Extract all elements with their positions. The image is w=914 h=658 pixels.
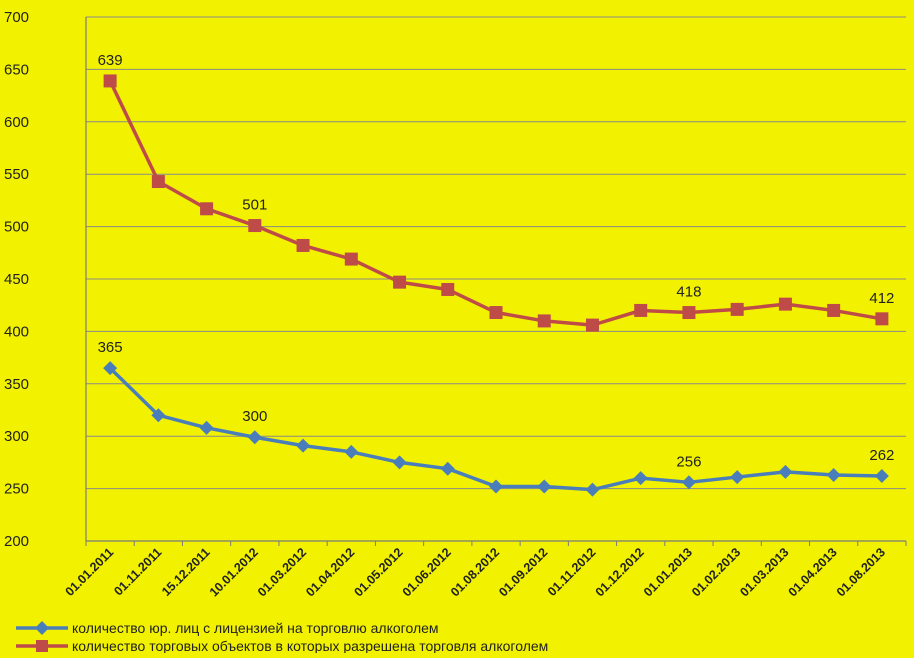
data-point: [296, 438, 311, 453]
legend: количество юр. лиц с лицензией на торгов…: [16, 620, 548, 654]
x-tick-label: 01.01.2011: [63, 545, 117, 599]
data-point: [151, 408, 166, 423]
data-label: 639: [98, 52, 123, 69]
x-tick-label: 01.03.2012: [255, 545, 309, 599]
grid-layer: [86, 16, 906, 542]
x-tick-label: 01.09.2012: [496, 545, 550, 599]
data-point: [103, 361, 118, 376]
series-layer: [103, 74, 889, 497]
x-tick-label: 01.08.2013: [834, 545, 888, 599]
data-point: [393, 275, 407, 289]
data-point: [344, 444, 359, 459]
x-tick-label: 01.05.2012: [352, 545, 406, 599]
data-point: [344, 252, 358, 266]
data-point: [585, 482, 600, 497]
data-point: [681, 475, 696, 490]
data-point: [489, 479, 503, 494]
data-label: 262: [869, 447, 894, 464]
x-tick-label: 01.02.2013: [689, 545, 743, 599]
data-label: 300: [242, 408, 267, 425]
legend-label: количество торговых объектов в которых р…: [72, 638, 548, 653]
x-tick-label: 10.01.2012: [207, 545, 261, 599]
data-point: [826, 467, 841, 482]
y-tick-label: 550: [4, 166, 29, 183]
data-point: [874, 469, 889, 484]
data-point: [633, 471, 648, 486]
y-tick-label: 400: [4, 323, 29, 340]
x-tick-label: 01.03.2013: [737, 545, 791, 599]
data-point: [875, 312, 889, 326]
data-point: [247, 430, 262, 445]
data-label: 501: [242, 197, 267, 214]
x-tick-label: 01.04.2013: [786, 545, 840, 599]
data-label: 365: [98, 339, 123, 356]
data-label: 412: [869, 290, 894, 307]
y-tick-label: 650: [4, 61, 29, 78]
x-tick-label: 01.08.2012: [448, 545, 502, 599]
data-point: [827, 303, 841, 317]
data-point: [778, 297, 792, 311]
y-tick-label: 250: [4, 481, 29, 498]
data-point: [585, 318, 599, 332]
data-point: [248, 219, 262, 233]
data-label-layer: 365 300 256 262 639 501 418 412: [98, 52, 895, 470]
x-tick-label: 01.01.2013: [641, 545, 695, 599]
x-tick-label: 01.06.2012: [400, 545, 454, 599]
data-point: [441, 282, 455, 296]
data-point: [730, 470, 745, 485]
x-tick-label: 01.11.2012: [545, 545, 599, 599]
legend-label: количество юр. лиц с лицензией на торгов…: [72, 620, 439, 636]
data-label: 418: [676, 284, 701, 301]
y-tick-label: 600: [4, 114, 29, 131]
data-point: [440, 461, 455, 476]
data-point: [296, 238, 310, 252]
y-tick-label: 700: [4, 9, 29, 26]
data-point: [730, 302, 744, 316]
x-tick-label: 01.12.2012: [593, 545, 647, 599]
data-point: [778, 464, 793, 479]
y-tick-label: 500: [4, 219, 29, 236]
data-point: [537, 479, 552, 494]
data-point: [634, 303, 648, 317]
x-tick-label: 01.04.2012: [303, 545, 357, 599]
data-point: [489, 306, 503, 320]
y-tick-label: 200: [4, 533, 29, 550]
data-point: [682, 306, 696, 320]
data-point: [392, 455, 407, 470]
data-point: [537, 314, 551, 328]
x-tick-label: 15.12.2011: [159, 545, 213, 599]
data-point: [200, 202, 214, 216]
y-tick-label: 450: [4, 271, 29, 288]
legend-marker: [35, 621, 49, 635]
data-point: [151, 175, 165, 189]
x-tick-label: 01.11.2011: [111, 545, 164, 598]
data-label: 256: [676, 453, 701, 470]
y-tick-label: 350: [4, 376, 29, 393]
legend-marker: [36, 640, 48, 652]
y-tick-label: 300: [4, 428, 29, 445]
data-point: [199, 420, 214, 435]
data-point: [103, 74, 117, 88]
